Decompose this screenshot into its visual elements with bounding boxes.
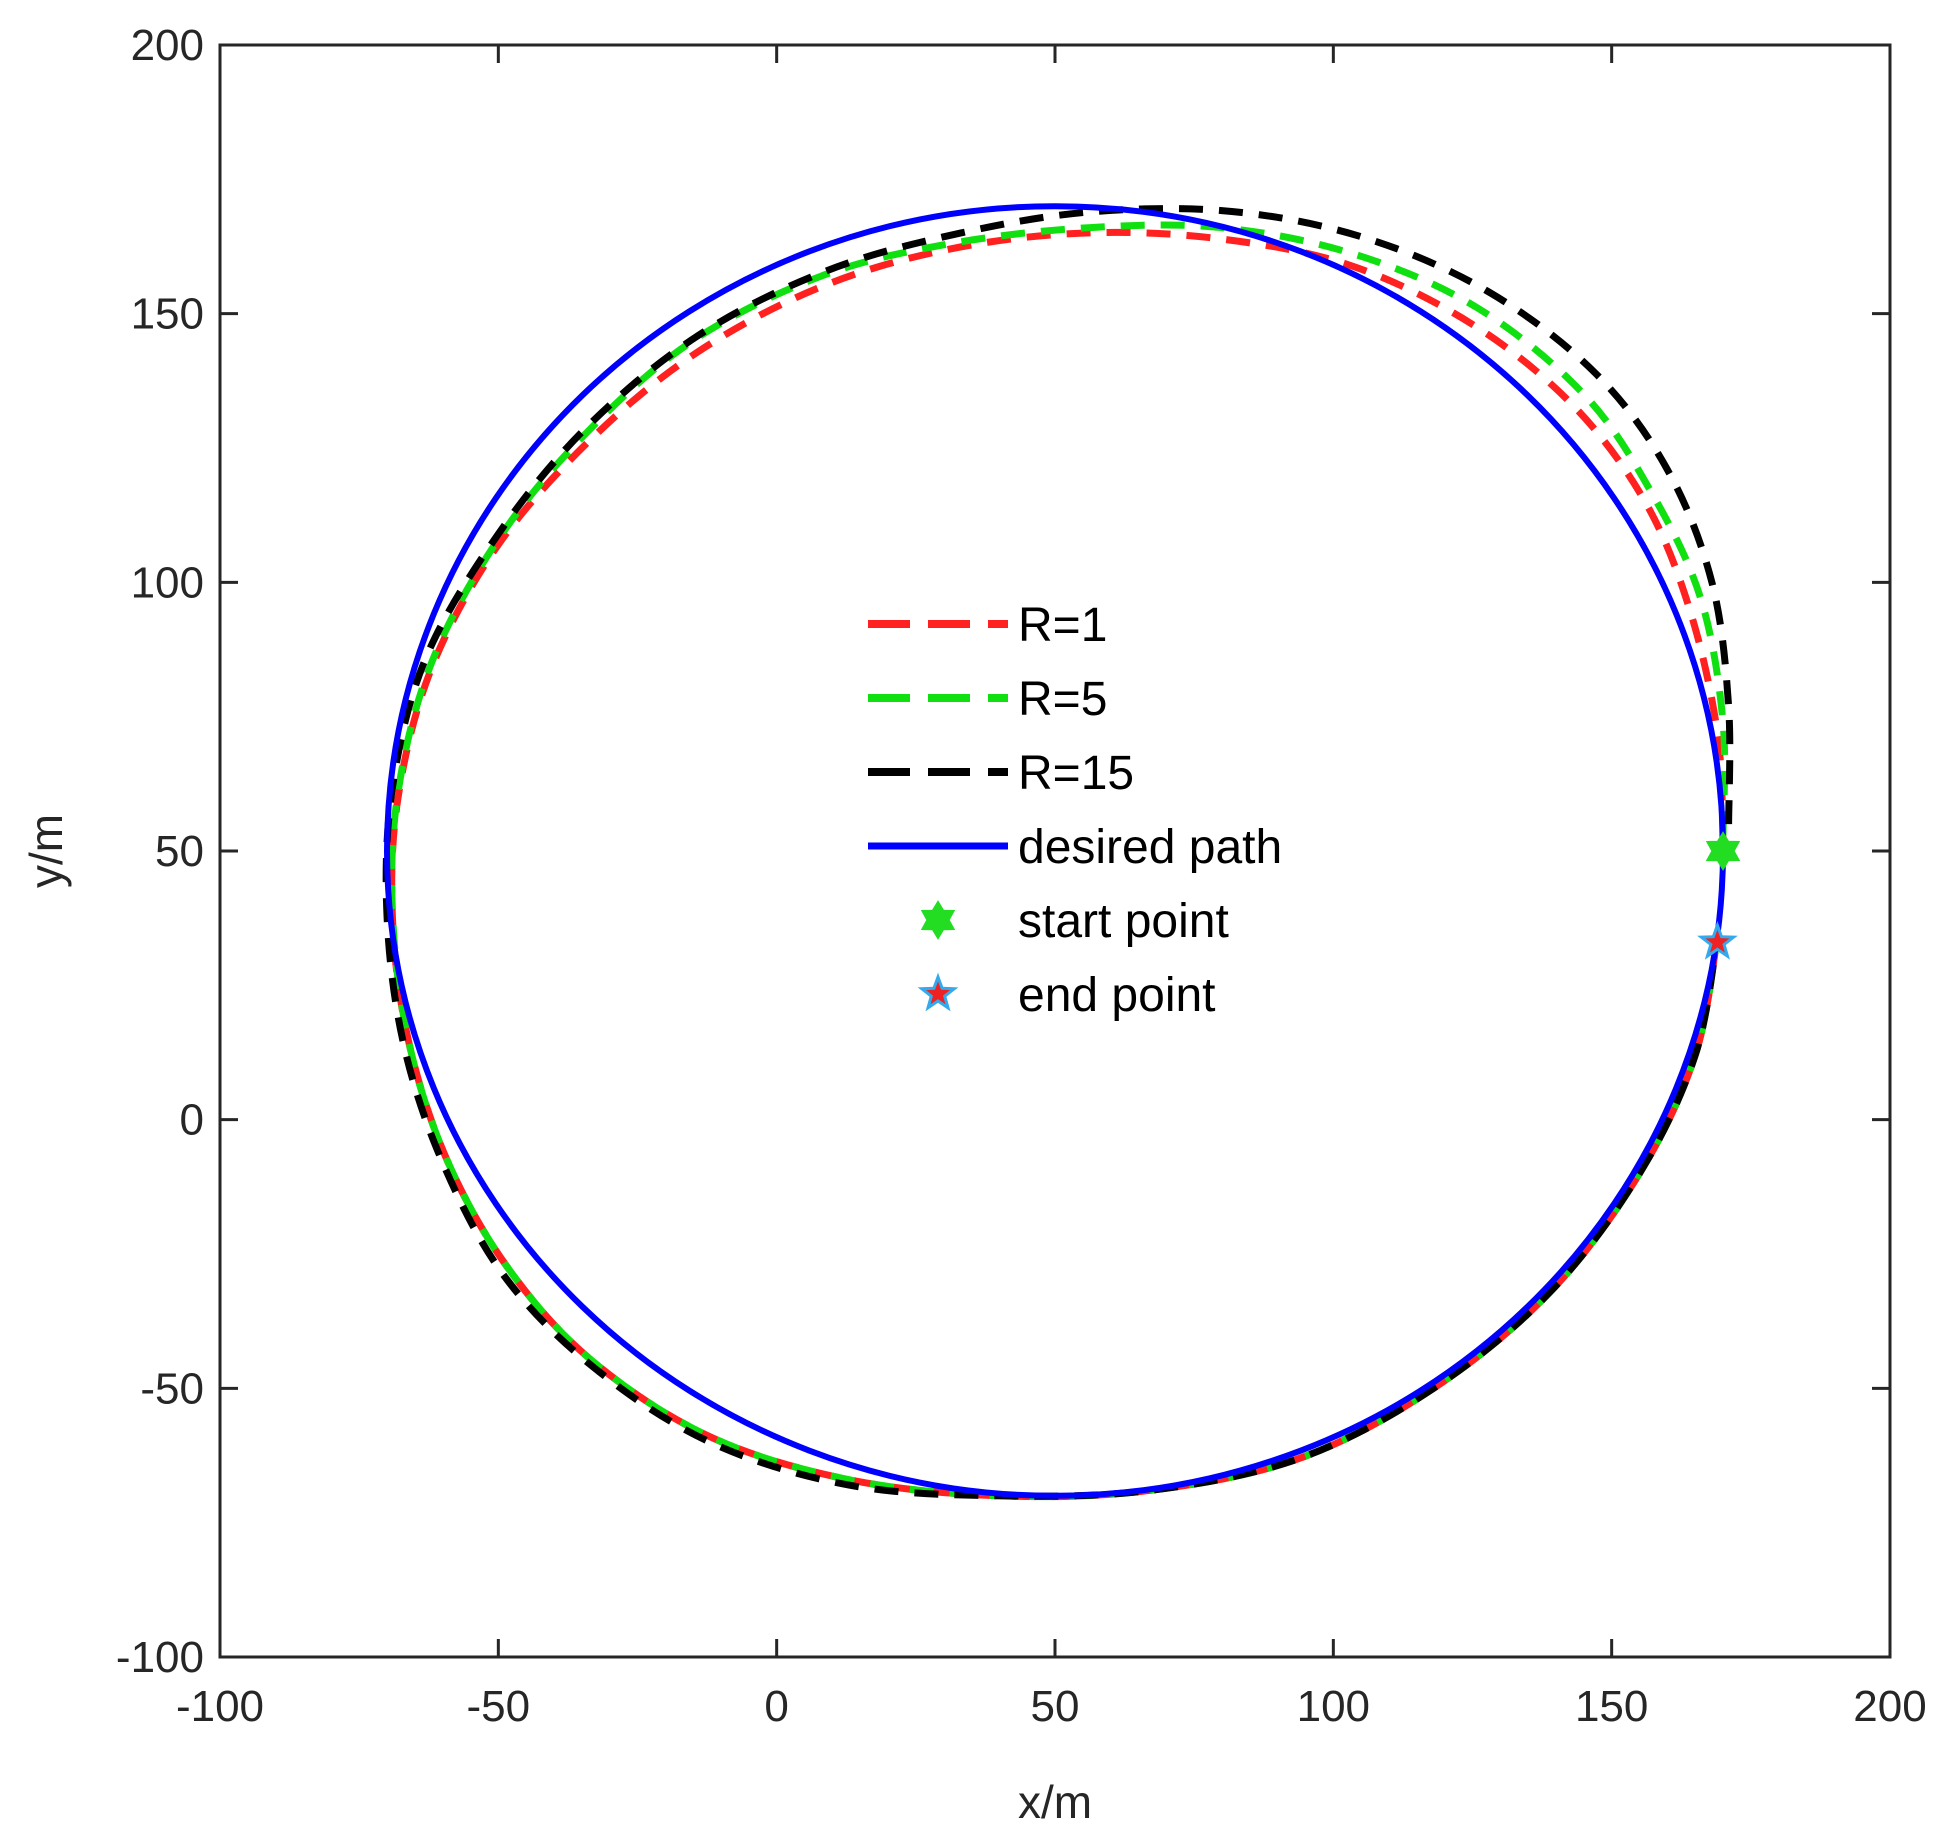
plot-background bbox=[220, 45, 1890, 1657]
ticks-group: -100 -50 0 50 100 150 200 -100 -50 0 50 100 150 200 bbox=[116, 21, 1927, 1731]
x-tick-label: 100 bbox=[1297, 1682, 1370, 1731]
legend-label: R=1 bbox=[1018, 599, 1107, 652]
legend-label: R=5 bbox=[1018, 673, 1107, 726]
markers-group bbox=[1697, 831, 1741, 960]
legend-swatch bbox=[917, 972, 959, 1012]
legend: R=1 R=5 R=15 desired path start point end poi… bbox=[868, 599, 1282, 1022]
legend-swatch bbox=[920, 900, 956, 940]
legend-item-r-1: R=1 bbox=[868, 599, 1107, 652]
legend-item-r-5: R=5 bbox=[868, 673, 1107, 726]
y-axis-label: y/m bbox=[20, 814, 72, 888]
x-tick-label: 150 bbox=[1575, 1682, 1648, 1731]
x-axis-label: x/m bbox=[1018, 1776, 1092, 1828]
legend-label: R=15 bbox=[1018, 747, 1134, 800]
y-tick-label: -100 bbox=[116, 1633, 204, 1682]
y-tick-label: 200 bbox=[131, 21, 204, 70]
x-tick-label: 0 bbox=[764, 1682, 788, 1731]
legend-item-desired-path: desired path bbox=[868, 821, 1282, 874]
series-r-5-line bbox=[388, 221, 1729, 1501]
legend-item-start-point: start point bbox=[920, 895, 1229, 948]
start-point-marker bbox=[1705, 831, 1741, 871]
legend-label: end point bbox=[1018, 969, 1216, 1022]
y-tick-label: 50 bbox=[155, 827, 204, 876]
x-tick-label: 200 bbox=[1853, 1682, 1926, 1731]
legend-label: start point bbox=[1018, 895, 1229, 948]
y-tick-label: -50 bbox=[140, 1364, 204, 1413]
x-tick-label: 50 bbox=[1031, 1682, 1080, 1731]
y-tick-label: 0 bbox=[180, 1096, 204, 1145]
y-tick-label: 150 bbox=[131, 290, 204, 339]
y-tick-label: 100 bbox=[131, 558, 204, 607]
end-point-marker bbox=[1697, 920, 1738, 960]
x-tick-label: -100 bbox=[176, 1682, 264, 1731]
x-tick-label: -50 bbox=[467, 1682, 531, 1731]
legend-label: desired path bbox=[1018, 821, 1282, 874]
legend-item-end-point: end point bbox=[917, 969, 1216, 1022]
legend-item-r-15: R=15 bbox=[868, 747, 1134, 800]
